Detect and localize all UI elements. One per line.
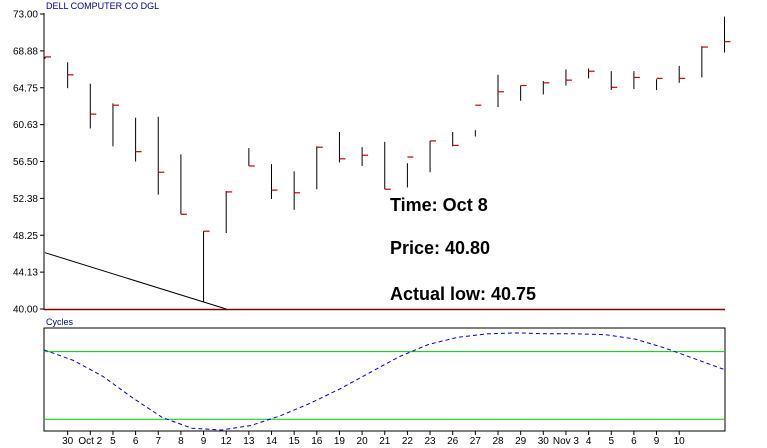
ohlc-bar <box>203 230 210 302</box>
x-axis-ticks: 30 Oct 2 5 6 7 8 9 12 13 14 15 16 19 20 21 22 23 26 27 28 29… <box>44 430 725 447</box>
y-tick-label: 44.13 <box>13 268 38 279</box>
ohlc-bar <box>248 148 255 167</box>
ohlc-bar <box>452 132 459 147</box>
ohlc-bar <box>406 156 414 188</box>
ohlc-bar <box>180 154 187 215</box>
x-tick-label: 28 <box>492 436 504 447</box>
ohlc-bar <box>112 103 119 147</box>
cycles-label: Cycles <box>46 317 74 327</box>
x-tick-label: 5 <box>110 436 116 447</box>
chart-title: DELL COMPUTER CO DGL <box>46 1 159 11</box>
x-tick-label: 7 <box>155 436 161 447</box>
y-tick-label: 52.38 <box>13 194 38 205</box>
annotation-price: Price: 40.80 <box>390 238 490 258</box>
ohlc-bar <box>724 16 731 53</box>
annotation-time: Time: Oct 8 <box>390 195 488 215</box>
ohlc-bar <box>361 147 369 166</box>
x-tick-label: 30 <box>62 436 74 447</box>
x-tick-label: 20 <box>357 436 369 447</box>
ohlc-bar <box>633 71 640 90</box>
x-tick-label: 23 <box>424 436 436 447</box>
trendline-layer <box>44 252 227 310</box>
trendline <box>44 252 227 310</box>
x-tick-label: Nov 3 <box>553 436 580 447</box>
price-panel: 73.00 68.88 64.75 60.63 56.50 52.38 48.25 44.13… <box>13 10 731 316</box>
ohlc-bar <box>271 164 278 200</box>
ohlc-bar <box>565 69 572 86</box>
x-tick-label: 30 <box>538 436 550 447</box>
y-tick-label: 60.63 <box>13 120 38 131</box>
x-tick-label: 27 <box>470 436 482 447</box>
ohlc-bar <box>429 140 437 173</box>
x-tick-label: 15 <box>289 436 301 447</box>
ohlc-bar <box>225 191 233 234</box>
y-tick-label: 48.25 <box>13 231 38 242</box>
ohlc-bar <box>520 84 527 101</box>
x-tick-label: 5 <box>608 436 614 447</box>
x-tick-label: 13 <box>243 436 255 447</box>
cycles-panel: Cycles <box>43 317 726 432</box>
x-tick-label: 26 <box>447 436 459 447</box>
annotations: Time: Oct 8 Price: 40.80 Actual low: 40.… <box>390 195 536 304</box>
x-tick-label: 29 <box>515 436 527 447</box>
x-tick-label: 19 <box>334 436 346 447</box>
x-tick-label: 22 <box>402 436 414 447</box>
cycle-bands <box>44 351 725 420</box>
x-tick-label: Oct 2 <box>78 436 102 447</box>
ohlc-bar <box>701 46 708 78</box>
x-tick-label: 21 <box>379 436 391 447</box>
ohlc-bar <box>610 71 618 90</box>
cycle-curve <box>43 332 725 431</box>
ohlc-bar <box>338 132 346 163</box>
ohlc-bar <box>474 104 482 137</box>
ohlc-bar <box>678 65 686 83</box>
ohlc-bar <box>384 141 391 190</box>
ohlc-bar <box>656 77 663 90</box>
cycles-panel-border <box>43 327 726 432</box>
x-tick-label: 4 <box>586 436 592 447</box>
ohlc-bar <box>89 83 97 129</box>
x-tick-label: 8 <box>178 436 184 447</box>
x-tick-label: 12 <box>221 436 233 447</box>
x-tick-label: 6 <box>631 436 637 447</box>
y-axis-ticks: 73.00 68.88 64.75 60.63 56.50 52.38 48.25 44.13… <box>13 10 44 316</box>
ohlc-bar <box>135 117 142 162</box>
ohlc-bar <box>316 146 323 190</box>
x-tick-label: 10 <box>674 436 686 447</box>
ohlc-bar <box>293 171 301 210</box>
x-tick-label: 9 <box>654 436 660 447</box>
ohlc-bar <box>67 62 74 89</box>
x-tick-label: 9 <box>201 436 207 447</box>
x-tick-label: 6 <box>133 436 139 447</box>
y-tick-label: 64.75 <box>13 83 38 94</box>
y-tick-label: 68.88 <box>13 46 38 57</box>
x-tick-label: 16 <box>311 436 323 447</box>
ohlc-bar <box>497 74 504 107</box>
y-tick-label: 56.50 <box>13 157 38 168</box>
x-tick-label: 14 <box>266 436 278 447</box>
ohlc-bar <box>542 81 550 95</box>
ohlc-bar <box>157 116 165 195</box>
annotation-actual-low: Actual low: 40.75 <box>390 284 536 304</box>
y-tick-label: 40.00 <box>13 305 38 316</box>
ohlc-bars <box>44 16 731 302</box>
ohlc-bar <box>44 56 51 59</box>
y-tick-label: 73.00 <box>13 10 38 21</box>
ohlc-bar <box>588 68 595 79</box>
